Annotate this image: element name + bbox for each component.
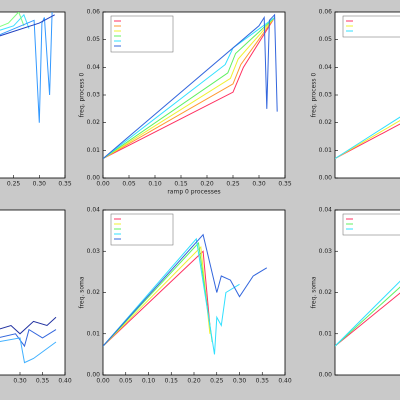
plot-area — [0, 209, 66, 376]
lines — [335, 280, 400, 347]
data-line — [103, 13, 278, 159]
y-tick-label: 0.00 — [319, 175, 333, 182]
panel: 0.00 0.05 0.10 0.15 0.20 0.25 0.30 0.35 0.40 0.00… — [79, 207, 292, 385]
x-tick-label: 0.10 — [142, 378, 156, 385]
y-tick-label: 0.05 — [319, 36, 333, 43]
data-line — [335, 123, 400, 160]
x-tick-label: 0.30 — [33, 181, 47, 188]
x-tick-label: 0.30 — [252, 181, 266, 188]
y-tick-label: 0.04 — [87, 207, 101, 214]
y-tick-label: 0.04 — [319, 207, 333, 214]
y-tick-label: 0.03 — [319, 248, 333, 255]
x-tick-label: 0.35 — [256, 378, 270, 385]
data-line — [0, 337, 57, 364]
x-tick-label: 0.00 — [96, 378, 110, 385]
y-tick-label: 0.01 — [319, 147, 333, 154]
legend-box — [342, 15, 400, 38]
x-tick-label: 0.30 — [13, 378, 27, 385]
y-tick-label: 0.03 — [319, 92, 333, 99]
data-line — [103, 17, 276, 160]
x-tick-label: 0.05 — [122, 181, 136, 188]
legend-box — [342, 213, 400, 236]
x-tick-label: 0.10 — [148, 181, 162, 188]
data-line — [103, 17, 276, 160]
x-tick-label: 0.30 — [233, 378, 247, 385]
y-axis-label: freq. process 0 — [79, 73, 86, 118]
panel: 0.30 0.35 0.40 — [0, 209, 72, 385]
x-tick-label: 0.35 — [278, 181, 292, 188]
x-tick-label: 0.35 — [58, 181, 72, 188]
panel: 0.00 0.01 0.02 0.03 0.04 0.05 0.06 freq. proces… — [311, 9, 400, 182]
y-tick-label: 0.00 — [319, 372, 333, 379]
legend-box — [110, 213, 174, 246]
y-tick-label: 0.00 — [87, 175, 101, 182]
y-tick-label: 0.02 — [319, 119, 333, 126]
y-tick-label: 0.04 — [319, 64, 333, 71]
x-tick-label: 0.25 — [226, 181, 240, 188]
x-tick-label: 0.05 — [119, 378, 133, 385]
data-line — [0, 14, 55, 37]
data-line — [0, 328, 57, 348]
data-line — [103, 250, 211, 347]
y-tick-label: 0.00 — [87, 372, 101, 379]
panel: 0.00 0.05 0.10 0.15 0.20 0.25 0.30 0.35 0.00 0.01… — [79, 9, 292, 196]
data-line — [103, 17, 275, 160]
data-line — [103, 17, 275, 160]
data-line — [335, 116, 400, 160]
y-tick-label: 0.02 — [319, 289, 333, 296]
y-tick-label: 0.02 — [87, 119, 101, 126]
y-tick-label: 0.03 — [87, 92, 101, 99]
y-axis-label: freq. soma — [79, 276, 86, 308]
data-line — [0, 12, 25, 28]
x-tick-label: 0.00 — [96, 181, 110, 188]
x-tick-label: 0.25 — [210, 378, 224, 385]
lines — [103, 13, 278, 160]
y-tick-label: 0.05 — [87, 36, 101, 43]
lines — [0, 12, 55, 123]
data-line — [0, 13, 30, 31]
data-line — [103, 17, 275, 159]
panel: 0.25 0.30 0.35 — [0, 11, 72, 188]
legend-box — [110, 15, 174, 53]
y-axis-label: freq. process 0 — [311, 73, 318, 118]
x-axis-label: ramp 0 processes — [167, 189, 220, 196]
data-line — [335, 280, 400, 347]
y-tick-label: 0.02 — [87, 289, 101, 296]
data-line — [0, 316, 57, 335]
y-axis-label: freq. soma — [311, 276, 318, 308]
x-tick-label: 0.35 — [36, 378, 50, 385]
data-line — [335, 286, 400, 347]
plot-area — [334, 11, 400, 179]
x-tick-label: 0.15 — [174, 181, 188, 188]
x-tick-label: 0.20 — [187, 378, 201, 385]
lines — [0, 316, 57, 364]
y-tick-label: 0.04 — [87, 64, 101, 71]
lines — [103, 233, 268, 355]
x-tick-label: 0.40 — [278, 378, 292, 385]
data-line — [103, 237, 240, 355]
y-tick-label: 0.06 — [87, 9, 101, 16]
y-tick-label: 0.06 — [319, 9, 333, 16]
data-line — [103, 233, 268, 347]
lines — [335, 116, 400, 160]
y-tick-label: 0.03 — [87, 248, 101, 255]
x-tick-label: 0.15 — [165, 378, 179, 385]
data-line — [0, 12, 53, 123]
data-line — [335, 292, 400, 347]
x-tick-label: 0.25 — [7, 181, 21, 188]
y-tick-label: 0.01 — [319, 330, 333, 337]
data-line — [335, 120, 400, 160]
x-tick-label: 0.40 — [58, 378, 72, 385]
y-tick-label: 0.01 — [87, 330, 101, 337]
x-tick-label: 0.20 — [200, 181, 214, 188]
panel: 0.00 0.01 0.02 0.03 0.04 freq. soma — [311, 207, 400, 379]
y-tick-label: 0.01 — [87, 147, 101, 154]
plot-area — [0, 11, 66, 179]
